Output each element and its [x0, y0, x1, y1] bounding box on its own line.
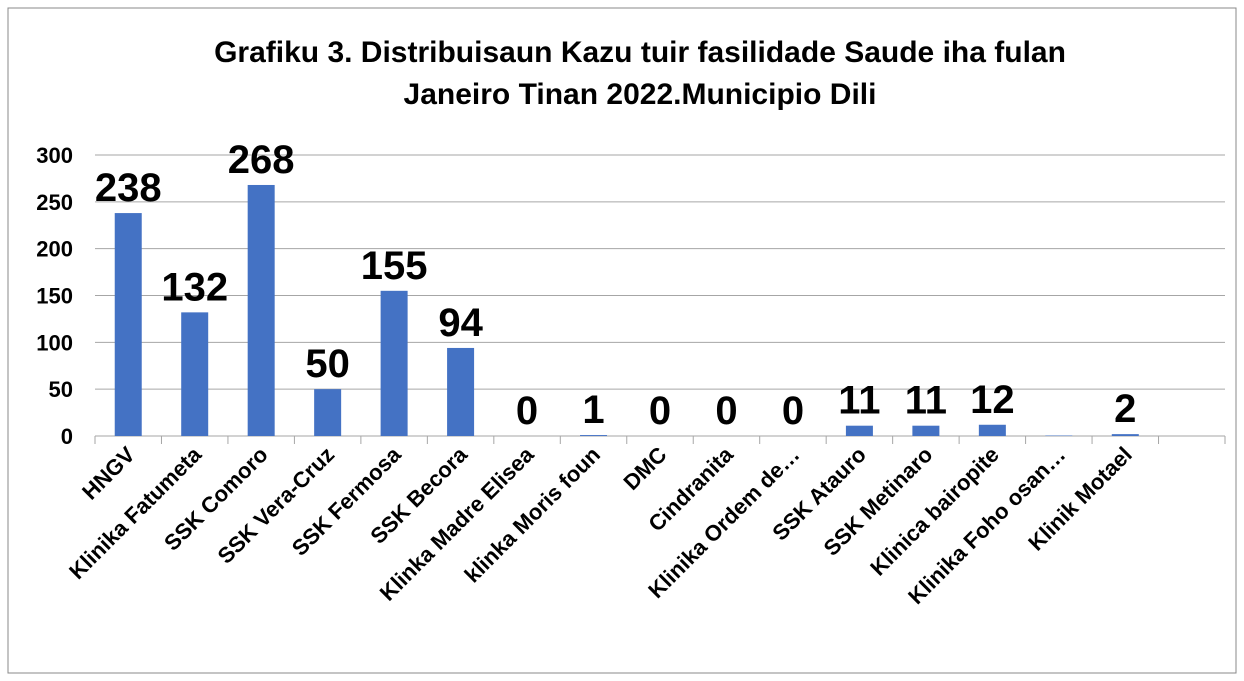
data-label: 1	[582, 388, 604, 432]
data-label: 2	[1114, 387, 1136, 431]
data-label: 132	[161, 265, 228, 309]
data-label: 155	[361, 244, 428, 288]
y-tick-label: 150	[36, 284, 73, 309]
bar	[978, 424, 1006, 436]
bar	[247, 184, 275, 436]
bar	[314, 389, 342, 436]
data-label: 94	[438, 301, 483, 345]
bar	[447, 347, 475, 436]
data-label: 0	[782, 389, 804, 433]
bar	[580, 435, 608, 436]
chart-border	[7, 7, 1237, 674]
chart-subtitle: Janeiro Tinan 2022.Municipio Dili	[404, 78, 877, 111]
y-tick-label: 300	[36, 143, 73, 168]
bar	[114, 213, 142, 436]
bar	[181, 312, 209, 436]
y-tick-label: 250	[36, 190, 73, 215]
data-label: 11	[905, 379, 947, 423]
bar	[845, 425, 873, 436]
data-label: 11	[838, 379, 880, 423]
y-tick-label: 50	[49, 377, 73, 402]
data-label: 238	[95, 166, 162, 210]
data-label: 0	[715, 389, 737, 433]
chart-title: Grafiku 3. Distribuisaun Kazu tuir fasil…	[214, 36, 1066, 69]
y-tick-label: 200	[36, 237, 73, 262]
bar	[1111, 434, 1139, 436]
data-label: 12	[970, 378, 1015, 422]
data-label: 0	[516, 389, 538, 433]
data-label: 268	[228, 138, 295, 182]
bar	[380, 290, 408, 436]
bar	[912, 425, 940, 436]
data-label: 50	[305, 342, 350, 386]
data-label: 0	[649, 389, 671, 433]
y-tick-label: 100	[36, 330, 73, 355]
y-tick-label: 0	[61, 424, 73, 449]
